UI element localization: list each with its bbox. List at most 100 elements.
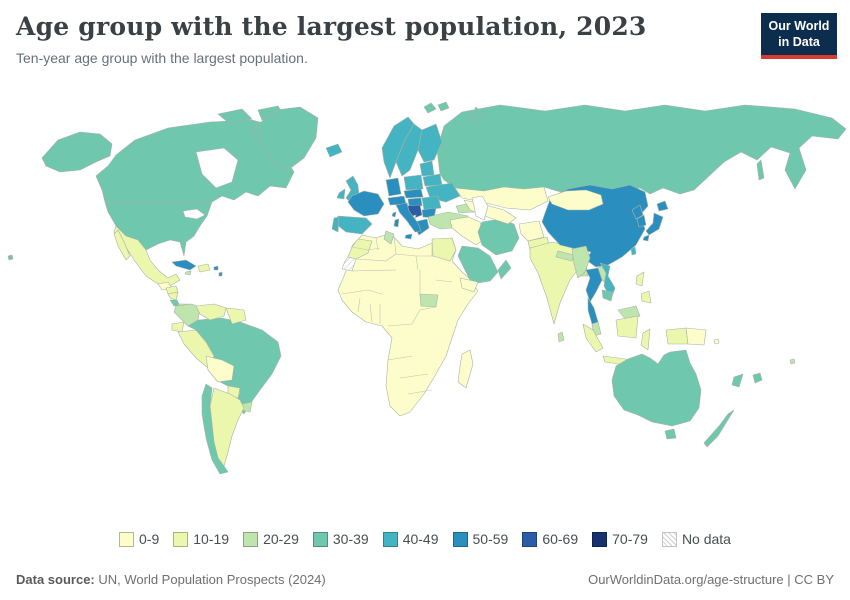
region-new-zealand-south[interactable]: [703, 409, 735, 448]
legend-item-60-69[interactable]: 60-69: [522, 531, 578, 547]
legend-swatch: [173, 531, 189, 547]
region-indonesia-borneo[interactable]: [615, 315, 639, 339]
region-ireland[interactable]: [336, 188, 346, 200]
legend-item-70-79[interactable]: 70-79: [592, 531, 648, 547]
region-oman[interactable]: [497, 259, 512, 280]
region-corsica[interactable]: [391, 211, 397, 218]
region-philippines-luzon[interactable]: [635, 271, 645, 287]
region-canada-arctic-1[interactable]: [217, 108, 253, 125]
region-afghanistan[interactable]: [518, 220, 545, 242]
region-sardinia[interactable]: [393, 218, 400, 228]
region-guyanas[interactable]: [225, 307, 247, 325]
region-fiji[interactable]: [789, 358, 796, 365]
legend-item-20-29[interactable]: 20-29: [243, 531, 299, 547]
region-romania[interactable]: [421, 195, 442, 211]
owid-logo-line1: Our World: [768, 19, 830, 33]
region-western-sahara[interactable]: [341, 256, 357, 272]
legend-label: 50-59: [472, 531, 509, 547]
region-cambodia[interactable]: [601, 289, 614, 302]
owid-link[interactable]: OurWorldinData.org/age-structure | CC BY: [588, 572, 834, 587]
region-indonesia-sulawesi[interactable]: [640, 328, 651, 351]
region-madagascar[interactable]: [457, 349, 474, 389]
region-poland[interactable]: [403, 174, 424, 191]
region-svalbard-2[interactable]: [437, 101, 450, 112]
region-baltic-states[interactable]: [419, 160, 435, 177]
region-cuba[interactable]: [171, 259, 197, 271]
region-italy[interactable]: [395, 202, 422, 233]
region-thailand-peninsula[interactable]: [587, 297, 599, 325]
region-japan-hokkaido[interactable]: [656, 200, 669, 212]
region-indonesia-papua[interactable]: [665, 327, 689, 345]
legend-label: 20-29: [263, 531, 299, 547]
region-portugal[interactable]: [331, 216, 340, 233]
region-colombia[interactable]: [173, 303, 201, 327]
region-puerto-rico[interactable]: [213, 265, 219, 271]
region-russia-sakhalin[interactable]: [756, 159, 765, 181]
region-france[interactable]: [347, 190, 385, 217]
region-iran[interactable]: [477, 218, 520, 256]
region-indonesia-sumatra[interactable]: [582, 323, 604, 353]
region-nepal[interactable]: [555, 250, 575, 262]
region-thailand[interactable]: [585, 267, 603, 303]
region-russia-novaya-zemlya[interactable]: [469, 106, 484, 125]
region-japan-honshu[interactable]: [645, 212, 664, 236]
region-sweden[interactable]: [395, 123, 423, 177]
region-hungary[interactable]: [407, 197, 423, 207]
legend-item-30-39[interactable]: 30-39: [312, 531, 369, 547]
region-mexico-baja[interactable]: [113, 229, 131, 261]
region-myanmar[interactable]: [571, 245, 591, 279]
region-chile[interactable]: [201, 383, 229, 475]
region-finland[interactable]: [417, 123, 443, 163]
region-tunisia[interactable]: [383, 230, 395, 245]
region-egypt[interactable]: [431, 237, 457, 262]
region-russia[interactable]: [436, 104, 847, 196]
owid-logo[interactable]: Our World in Data: [761, 13, 837, 59]
region-sri-lanka[interactable]: [557, 331, 565, 343]
region-mongolia[interactable]: [547, 189, 604, 211]
region-czechia-slovakia[interactable]: [403, 188, 424, 199]
region-vietnam[interactable]: [599, 262, 616, 300]
region-germany[interactable]: [385, 177, 402, 197]
region-yemen[interactable]: [459, 277, 479, 293]
region-papua-new-guinea[interactable]: [685, 327, 707, 346]
region-spain[interactable]: [335, 215, 373, 235]
region-philippines-mindanao[interactable]: [640, 290, 652, 304]
region-hawaii[interactable]: [7, 254, 14, 261]
page-subtitle: Ten-year age group with the largest popu…: [16, 50, 308, 66]
legend-item-10-19[interactable]: 10-19: [173, 531, 229, 547]
legend-swatch: [592, 531, 608, 547]
legend-item-50-59[interactable]: 50-59: [452, 531, 509, 547]
region-saudi-arabia[interactable]: [457, 245, 499, 285]
region-japan-kyushu[interactable]: [642, 234, 650, 242]
data-source-label: Data source:: [16, 572, 95, 587]
region-ecuador[interactable]: [171, 321, 185, 333]
data-source-text: UN, World Population Prospects (2024): [94, 572, 326, 587]
legend-item-no-data[interactable]: No data: [661, 531, 731, 547]
legend-label: 0-9: [139, 531, 160, 547]
legend: 0-9 10-19 20-29 30-39 40-49 50-59 60-69 70-79 No…: [0, 531, 850, 547]
region-solomon-islands[interactable]: [713, 338, 720, 345]
legend-item-0-9[interactable]: 0-9: [119, 531, 159, 547]
region-north-korea[interactable]: [631, 204, 644, 220]
region-africa[interactable]: [337, 233, 479, 417]
region-australia[interactable]: [611, 349, 702, 427]
region-south-sudan[interactable]: [419, 293, 439, 308]
region-alaska[interactable]: [41, 131, 113, 173]
legend-swatch: [312, 531, 328, 547]
region-jamaica[interactable]: [184, 270, 192, 276]
region-bolivia[interactable]: [205, 355, 235, 383]
region-tasmania[interactable]: [664, 428, 677, 440]
region-sicily[interactable]: [404, 233, 413, 240]
region-mexico[interactable]: [113, 225, 181, 287]
region-new-caledonia[interactable]: [752, 372, 763, 384]
region-greenland[interactable]: [255, 106, 319, 171]
region-taiwan[interactable]: [630, 246, 637, 256]
region-iceland[interactable]: [325, 143, 343, 158]
region-south-korea[interactable]: [636, 214, 647, 228]
region-venezuela[interactable]: [195, 303, 227, 321]
legend-item-40-49[interactable]: 40-49: [382, 531, 439, 547]
region-lesser-antilles[interactable]: [218, 271, 223, 277]
region-new-zealand-north[interactable]: [731, 373, 744, 388]
region-svalbard[interactable]: [423, 102, 437, 114]
region-hispaniola[interactable]: [197, 263, 211, 273]
